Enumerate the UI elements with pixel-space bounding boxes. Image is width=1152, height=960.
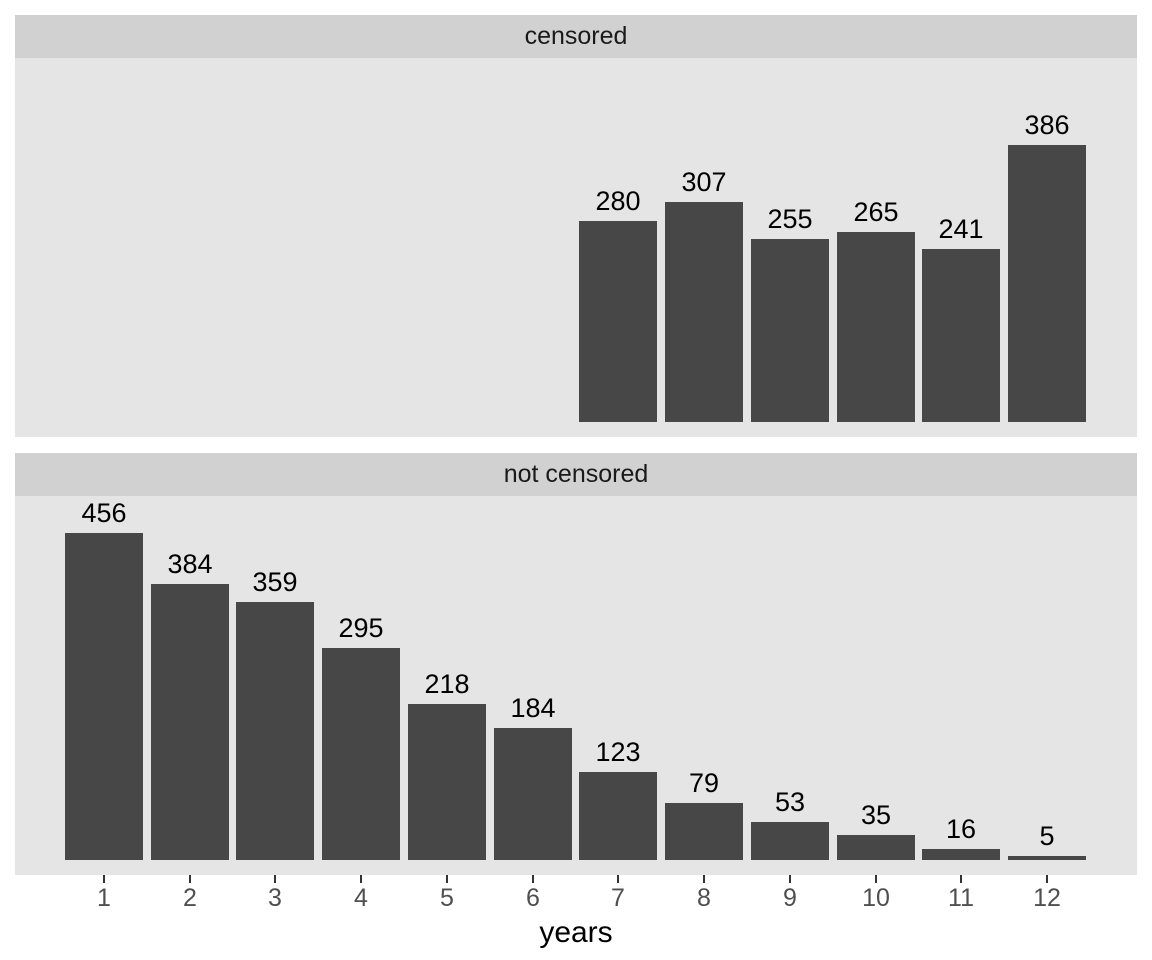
- x-tick-label: 11: [948, 884, 974, 912]
- x-tick-label: 4: [354, 884, 368, 912]
- facet-panel-censored: 280 307 255 265 241 386: [15, 58, 1137, 437]
- bar-value-label: 184: [510, 693, 556, 723]
- bar: [1008, 145, 1086, 422]
- x-tick-mark: [703, 875, 705, 883]
- x-tick-label: 2: [183, 884, 197, 912]
- bar: [494, 728, 572, 860]
- x-tick-mark: [789, 875, 791, 883]
- bar: [236, 602, 314, 860]
- x-tick-mark: [960, 875, 962, 883]
- x-axis-title: years: [539, 916, 613, 949]
- x-tick-label: 10: [862, 884, 890, 912]
- bar: [837, 232, 915, 422]
- bar-value-label: 35: [860, 800, 892, 830]
- facet-strip-censored: censored: [15, 15, 1137, 58]
- x-tick-label: 3: [268, 884, 282, 912]
- bar: [665, 803, 743, 860]
- bar: [322, 648, 400, 860]
- x-tick-label: 12: [1033, 884, 1061, 912]
- x-tick-label: 8: [697, 884, 711, 912]
- facet-panel-not-censored: 456 384 359 295 218 184 123 79 53 35 16 5: [15, 496, 1137, 875]
- x-tick-label: 5: [440, 884, 454, 912]
- x-axis: 1 2 3 4 5 6 7 8 9 10 11 12: [15, 875, 1137, 920]
- x-tick-label: 1: [97, 884, 111, 912]
- bar-value-label: 5: [1039, 821, 1055, 851]
- bar-value-label: 359: [252, 567, 298, 597]
- bar: [579, 772, 657, 860]
- x-tick-label: 9: [783, 884, 797, 912]
- x-tick-label: 7: [611, 884, 625, 912]
- bar-value-label: 307: [681, 167, 727, 197]
- bar-value-label: 53: [774, 787, 806, 817]
- bar-value-label: 384: [167, 549, 213, 579]
- x-tick-mark: [617, 875, 619, 883]
- bar: [151, 584, 229, 860]
- x-tick-mark: [189, 875, 191, 883]
- bar-value-label: 456: [81, 498, 127, 528]
- bar-value-label: 265: [853, 197, 899, 227]
- bar: [922, 249, 1000, 422]
- facet-strip-label: censored: [524, 22, 628, 50]
- bar: [579, 221, 657, 422]
- bar-value-label: 16: [945, 814, 977, 844]
- bar-value-label: 280: [595, 186, 641, 216]
- bar: [1008, 856, 1086, 860]
- x-tick-mark: [274, 875, 276, 883]
- facet-strip-label: not censored: [503, 460, 649, 488]
- bar: [837, 835, 915, 860]
- bar-value-label: 386: [1024, 110, 1070, 140]
- bar-value-label: 255: [767, 204, 813, 234]
- bar: [922, 849, 1000, 860]
- x-tick-mark: [446, 875, 448, 883]
- bar: [751, 239, 829, 422]
- facet-censored: censored 280 307 255 265 241 386: [15, 15, 1137, 437]
- x-tick-mark: [875, 875, 877, 883]
- bar-value-label: 218: [424, 669, 470, 699]
- x-tick-mark: [532, 875, 534, 883]
- x-tick-label: 6: [526, 884, 540, 912]
- bar: [65, 533, 143, 860]
- bar-value-label: 295: [338, 613, 384, 643]
- x-tick-mark: [360, 875, 362, 883]
- bar-value-label: 123: [595, 737, 641, 767]
- bar: [751, 822, 829, 860]
- bar: [408, 704, 486, 860]
- facet-not-censored: not censored 456 384 359 295 218 184 123 79 53 35…: [15, 453, 1137, 875]
- x-tick-mark: [103, 875, 105, 883]
- facet-strip-not-censored: not censored: [15, 453, 1137, 496]
- bar: [665, 202, 743, 422]
- x-tick-mark: [1046, 875, 1048, 883]
- bar-value-label: 241: [938, 214, 984, 244]
- bar-value-label: 79: [688, 768, 720, 798]
